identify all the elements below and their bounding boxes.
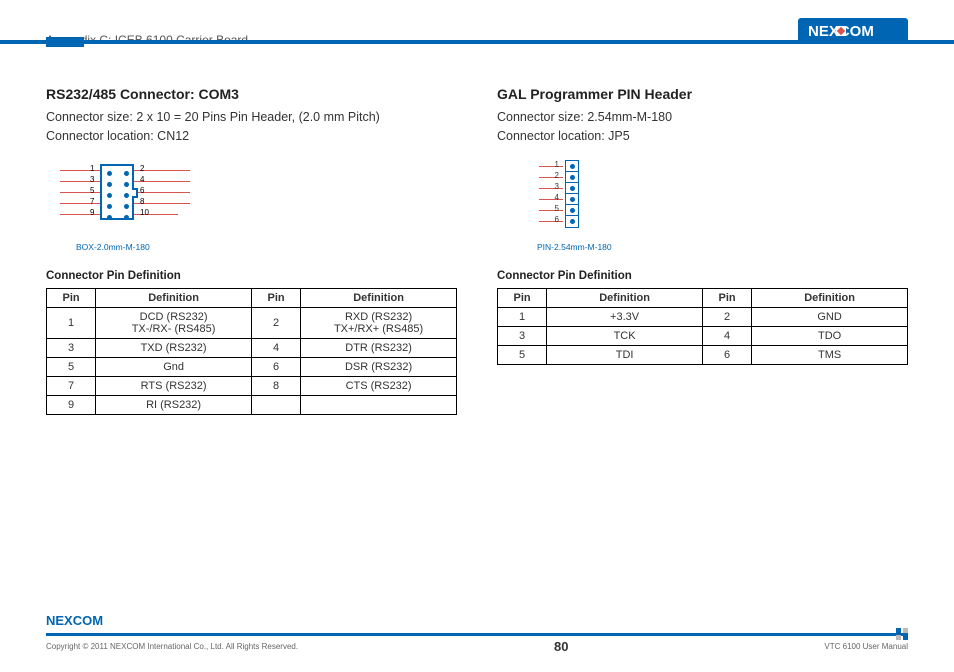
table-row: 5TDI6TMS (498, 345, 908, 364)
definition-cell: TDO (752, 326, 908, 345)
left-column: RS232/485 Connector: COM3 Connector size… (46, 86, 457, 415)
pin-cell: 1 (47, 307, 96, 338)
definition-cell: RI (RS232) (96, 395, 252, 414)
right-title: GAL Programmer PIN Header (497, 86, 908, 102)
left-subhead: Connector Pin Definition (46, 270, 457, 282)
left-title: RS232/485 Connector: COM3 (46, 86, 457, 102)
definition-cell: +3.3V (547, 307, 703, 326)
pin-cell: 1 (498, 307, 547, 326)
table-row: 3TXD (RS232)4DTR (RS232) (47, 338, 457, 357)
page-number: 80 (554, 639, 568, 654)
pin-cell: 4 (251, 338, 300, 357)
definition-cell: DTR (RS232) (301, 338, 457, 357)
definition-cell (301, 395, 457, 414)
pin-cell: 2 (251, 307, 300, 338)
table-row: 5Gnd6DSR (RS232) (47, 357, 457, 376)
pin-cell: 3 (47, 338, 96, 357)
left-size: Connector size: 2 x 10 = 20 Pins Pin Hea… (46, 108, 457, 127)
copyright: Copyright © 2011 NEXCOM International Co… (46, 642, 298, 651)
com3-table: Pin Definition Pin Definition 1DCD (RS23… (46, 288, 457, 415)
pin-cell (251, 395, 300, 414)
definition-cell: CTS (RS232) (301, 376, 457, 395)
left-location: Connector location: CN12 (46, 127, 457, 146)
com3-caption: BOX-2.0mm-M-180 (76, 242, 457, 252)
gal-caption: PIN-2.54mm-M-180 (537, 242, 908, 252)
gal-diagram: 1 2 3 4 5 6 (537, 158, 908, 238)
pin-cell: 8 (251, 376, 300, 395)
com3-diagram: 1 3 5 7 9 2 4 6 8 10 (66, 158, 457, 238)
table-row: 1+3.3V2GND (498, 307, 908, 326)
definition-cell: Gnd (96, 357, 252, 376)
definition-cell: DSR (RS232) (301, 357, 457, 376)
pin-cell: 6 (702, 345, 751, 364)
table-row: 9RI (RS232) (47, 395, 457, 414)
header-rule (0, 40, 954, 44)
pin-cell: 6 (251, 357, 300, 376)
pin-cell: 5 (498, 345, 547, 364)
right-size: Connector size: 2.54mm-M-180 (497, 108, 908, 127)
definition-cell: DCD (RS232)TX-/RX- (RS485) (96, 307, 252, 338)
pin-cell: 3 (498, 326, 547, 345)
right-subhead: Connector Pin Definition (497, 270, 908, 282)
svg-text:NEXCOM: NEXCOM (46, 613, 103, 628)
definition-cell: TMS (752, 345, 908, 364)
footer: NEXCOM Copyright © 2011 NEXCOM Internati… (46, 612, 908, 654)
gal-table: Pin Definition Pin Definition 1+3.3V2GND… (497, 288, 908, 365)
definition-cell: RXD (RS232)TX+/RX+ (RS485) (301, 307, 457, 338)
definition-cell: TCK (547, 326, 703, 345)
table-row: 7RTS (RS232)8CTS (RS232) (47, 376, 457, 395)
pin-cell: 5 (47, 357, 96, 376)
definition-cell: TDI (547, 345, 703, 364)
right-column: GAL Programmer PIN Header Connector size… (497, 86, 908, 415)
definition-cell: RTS (RS232) (96, 376, 252, 395)
right-location: Connector location: JP5 (497, 127, 908, 146)
pin-cell: 2 (702, 307, 751, 326)
definition-cell: TXD (RS232) (96, 338, 252, 357)
pin-cell: 9 (47, 395, 96, 414)
pin-cell: 4 (702, 326, 751, 345)
manual-name: VTC 6100 User Manual (824, 642, 908, 651)
pin-cell: 7 (47, 376, 96, 395)
definition-cell: GND (752, 307, 908, 326)
table-row: 3TCK4TDO (498, 326, 908, 345)
table-row: 1DCD (RS232)TX-/RX- (RS485)2RXD (RS232)T… (47, 307, 457, 338)
